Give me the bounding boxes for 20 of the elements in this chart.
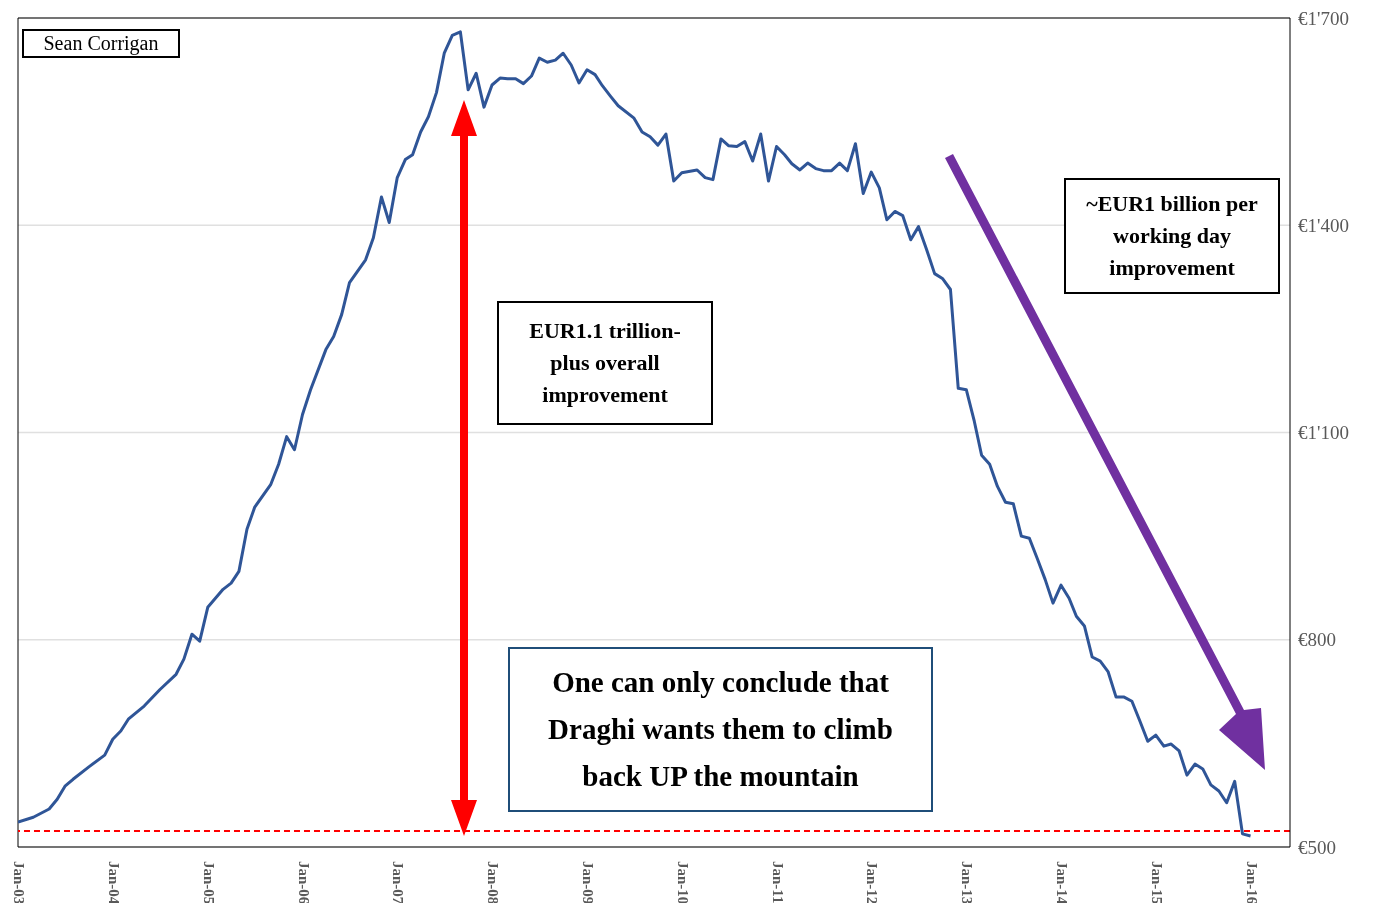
annotation: One can only conclude that Draghi wants them to climb back UP the mountain (508, 647, 933, 812)
y-tick-label: €1'700 (1298, 7, 1349, 29)
x-tick-label: Jan-09 (580, 861, 597, 905)
x-tick-label: Jan-06 (295, 861, 312, 905)
x-tick-label: Jan-10 (674, 861, 691, 905)
x-tick-label: Jan-03 (11, 861, 27, 905)
x-tick-label: Jan-15 (1148, 861, 1165, 905)
annotation: Sean Corrigan (22, 29, 180, 58)
x-tick-label: Jan-12 (864, 861, 881, 905)
annotation: EUR1.1 trillion-plus overall improvement (497, 301, 713, 425)
y-tick-label: €800 (1298, 629, 1336, 651)
x-tick-label: Jan-11 (769, 861, 786, 904)
y-tick-label: €500 (1298, 836, 1336, 858)
x-tick-label: Jan-08 (485, 861, 502, 905)
y-tick-label: €1'100 (1298, 422, 1349, 444)
y-tick-label: €1'400 (1298, 214, 1349, 236)
x-tick-label: Jan-13 (959, 861, 976, 905)
x-tick-label: Jan-05 (200, 861, 217, 905)
annotation: ~EUR1 billion per working day improvement (1064, 178, 1280, 294)
x-tick-label: Jan-16 (1243, 861, 1260, 905)
